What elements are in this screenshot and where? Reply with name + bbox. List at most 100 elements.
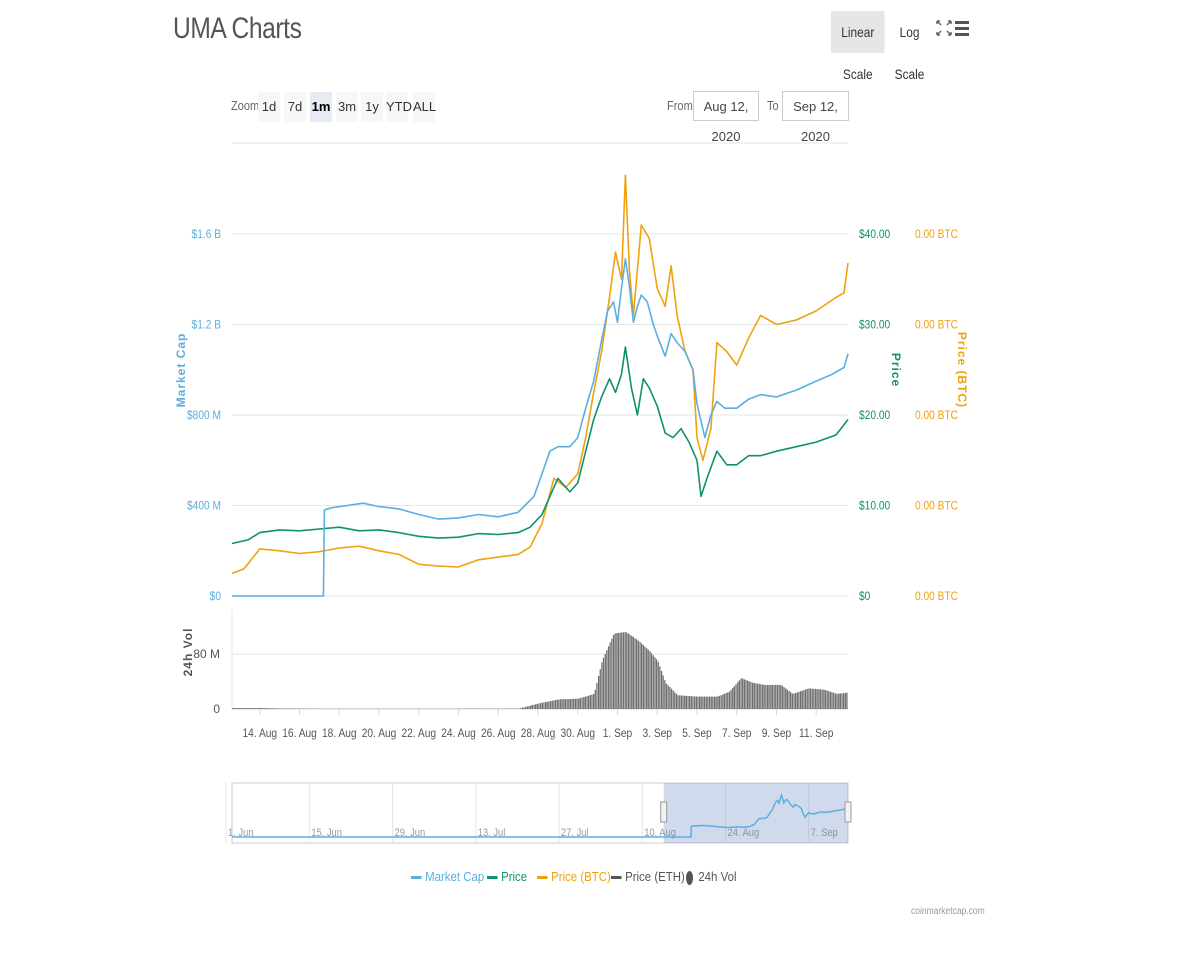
volume-bar bbox=[266, 708, 269, 709]
zoom-button-ytd[interactable]: YTD bbox=[386, 92, 412, 122]
volume-bar bbox=[712, 696, 714, 709]
volume-bar bbox=[732, 688, 734, 709]
y-tick-label-price-btc: 0.00 BTC bbox=[915, 590, 958, 603]
volume-bar bbox=[824, 690, 827, 709]
volume-bar bbox=[602, 657, 605, 709]
volume-bar bbox=[546, 701, 548, 709]
legend-item[interactable]: Price (BTC) bbox=[537, 869, 611, 884]
volume-bar bbox=[710, 696, 712, 709]
zoom-button-all[interactable]: ALL bbox=[413, 92, 436, 122]
y-tick-label-price-btc: 0.00 BTC bbox=[915, 228, 958, 241]
volume-bar bbox=[260, 708, 262, 709]
volume-bar bbox=[556, 699, 558, 709]
volume-bar bbox=[626, 632, 628, 709]
navigator-frame bbox=[231, 782, 849, 844]
legend-item[interactable]: Price (ETH) bbox=[611, 869, 685, 884]
volume-bar bbox=[246, 708, 249, 709]
volume-bars bbox=[232, 632, 848, 709]
volume-bar bbox=[531, 705, 533, 709]
legend-item[interactable]: 24h Vol bbox=[686, 869, 736, 885]
volume-bar bbox=[819, 689, 822, 709]
volume-bar bbox=[650, 653, 653, 709]
volume-bar bbox=[265, 708, 267, 709]
from-date-input[interactable]: Aug 12, 2020 bbox=[693, 91, 759, 144]
volume-bar bbox=[281, 708, 283, 709]
volume-bar bbox=[649, 651, 651, 709]
volume-bar bbox=[543, 702, 545, 709]
menu-icon[interactable] bbox=[955, 21, 969, 37]
to-date-input[interactable]: Sep 12, 2020 bbox=[782, 91, 849, 144]
navigator-left-handle[interactable] bbox=[660, 801, 668, 823]
volume-bar bbox=[614, 633, 616, 709]
volume-bar bbox=[569, 699, 572, 709]
volume-bar bbox=[286, 708, 288, 709]
legend-item[interactable]: Price bbox=[487, 869, 527, 884]
volume-bar bbox=[235, 708, 237, 709]
volume-bar bbox=[263, 708, 265, 709]
zoom-button-7d[interactable]: 7d bbox=[284, 92, 306, 122]
zoom-button-1y[interactable]: 1y bbox=[361, 92, 383, 122]
volume-bar bbox=[250, 708, 252, 709]
volume-bar bbox=[241, 708, 244, 709]
series-line-price bbox=[231, 346, 849, 545]
volume-bar bbox=[526, 706, 529, 709]
volume-bar bbox=[707, 696, 709, 709]
volume-bar bbox=[248, 708, 250, 709]
volume-bar bbox=[766, 684, 769, 709]
y-tick-label-price: $40.00 bbox=[859, 228, 890, 241]
volume-bar bbox=[561, 699, 563, 709]
volume-bar bbox=[791, 693, 793, 709]
volume-bar bbox=[806, 688, 808, 709]
volume-bar bbox=[697, 696, 699, 709]
volume-bar bbox=[672, 690, 674, 709]
volume-bar bbox=[705, 696, 707, 709]
volume-bar bbox=[846, 692, 848, 709]
legend-swatch bbox=[487, 876, 498, 880]
volume-bar bbox=[718, 695, 721, 709]
volume-bar bbox=[521, 707, 524, 709]
volume-bar bbox=[536, 703, 538, 709]
volume-bar bbox=[251, 708, 254, 709]
volume-bar bbox=[715, 696, 717, 709]
log-scale-button[interactable]: Log Scale bbox=[894, 24, 925, 82]
volume-bar bbox=[740, 678, 742, 709]
linear-scale-button[interactable]: Linear Scale bbox=[831, 11, 885, 82]
volume-bar bbox=[821, 689, 823, 709]
y-tick-label-price: $0 bbox=[859, 590, 870, 603]
volume-bar bbox=[549, 701, 552, 709]
volume-bar bbox=[700, 696, 702, 709]
volume-bar bbox=[258, 708, 260, 709]
navigator-right-handle[interactable] bbox=[844, 801, 852, 823]
zoom-button-3m[interactable]: 3m bbox=[336, 92, 358, 122]
volume-bar bbox=[657, 661, 659, 709]
credits-link[interactable]: coinmarketcap.com bbox=[911, 906, 985, 917]
volume-bar bbox=[518, 708, 520, 709]
zoom-button-1d[interactable]: 1d bbox=[258, 92, 280, 122]
navigator-tick-label: 1. Jun bbox=[228, 827, 253, 839]
volume-bar bbox=[679, 695, 681, 709]
y-tick-label-price: $10.00 bbox=[859, 500, 890, 513]
volume-bar bbox=[785, 688, 787, 709]
volume-bar bbox=[687, 696, 689, 709]
volume-bar bbox=[581, 697, 583, 709]
x-tick-label: 1. Sep bbox=[603, 727, 632, 740]
volume-bar bbox=[245, 708, 247, 709]
volume-bar bbox=[627, 633, 630, 709]
volume-bar bbox=[745, 679, 747, 709]
y-axis-title-price: Price bbox=[889, 353, 903, 387]
volume-bar bbox=[829, 691, 832, 709]
legend-item[interactable]: Market Cap bbox=[411, 869, 484, 884]
fullscreen-icon[interactable] bbox=[936, 20, 952, 36]
navigator-tick-label: 27. Jul bbox=[561, 827, 588, 839]
volume-bar bbox=[243, 708, 245, 709]
volume-bar bbox=[579, 698, 581, 709]
volume-bar bbox=[576, 698, 578, 709]
zoom-button-1m[interactable]: 1m bbox=[310, 92, 332, 122]
volume-bar bbox=[606, 650, 608, 709]
volume-bar bbox=[670, 688, 673, 709]
legend-label: Price (BTC) bbox=[551, 869, 611, 884]
x-tick-label: 7. Sep bbox=[722, 727, 751, 740]
volume-bar bbox=[752, 682, 754, 709]
volume-bar bbox=[617, 632, 620, 709]
